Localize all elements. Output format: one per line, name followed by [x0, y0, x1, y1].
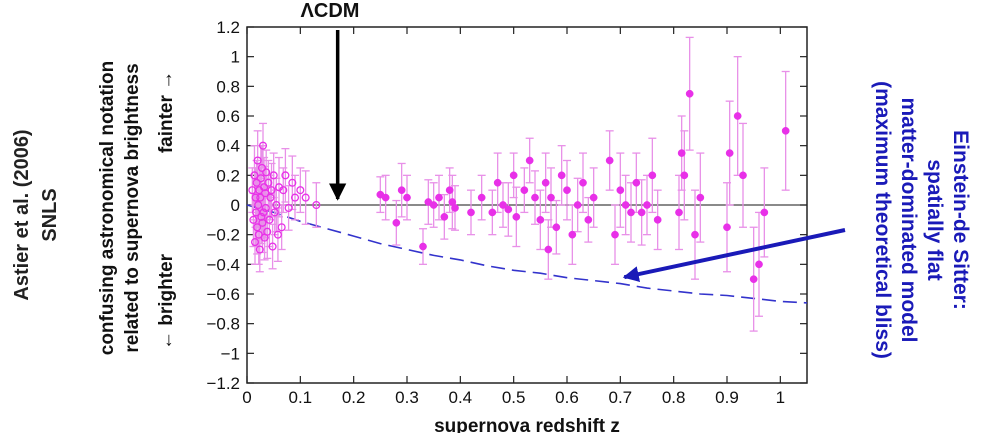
- x-tick-label: 0.1: [289, 388, 313, 407]
- snls-supernova-point: [734, 112, 741, 119]
- snls-supernova-point: [750, 276, 757, 283]
- snls-supernova-point: [553, 224, 560, 231]
- snls-supernova-point: [723, 224, 730, 231]
- x-tick-labels: 0 0.1 0.2 0.3 0.4 0.5 0.6 0.7 0.8 0.9 1: [242, 388, 785, 407]
- snls-supernova-point: [697, 194, 704, 201]
- snls-supernova-point: [606, 157, 613, 164]
- y-tick-labels: −1.2 −1 −0.8 −0.6 −0.4 −0.2 0 0.2 0.4 0.6 0.8 1 1.2: [206, 18, 240, 393]
- y-tick-label: 0.4: [216, 137, 240, 156]
- snls-supernova-point: [638, 209, 645, 216]
- source-label-line-1: Astier et al. (2006): [11, 129, 33, 300]
- y-tick-label: 1: [231, 48, 240, 67]
- x-tick-label: 0: [242, 388, 251, 407]
- snls-supernova-point: [478, 194, 485, 201]
- snls-supernova-point: [739, 172, 746, 179]
- eds-label-line-1: Einstein-de Sitter:: [949, 130, 972, 310]
- snls-supernova-point: [547, 194, 554, 201]
- eds-label-line-3: matter-dominated model: [897, 97, 920, 342]
- snls-supernova-point: [545, 246, 552, 253]
- snls-supernova-point: [467, 209, 474, 216]
- source-label-line-2: SNLS: [39, 188, 61, 241]
- snls-supernova-point: [585, 216, 592, 223]
- snls-supernova-point: [494, 179, 501, 186]
- snls-supernova-point: [574, 201, 581, 208]
- x-tick-label: 0.2: [342, 388, 366, 407]
- snls-supernova-point: [755, 261, 762, 268]
- snls-supernova-point: [521, 187, 528, 194]
- snls-supernova-point: [563, 187, 570, 194]
- snls-supernova-point: [675, 209, 682, 216]
- snls-supernova-point: [537, 216, 544, 223]
- x-tick-label: 0.7: [609, 388, 633, 407]
- snls-supernova-point: [558, 172, 565, 179]
- snls-supernova-point: [611, 231, 618, 238]
- snls-supernova-point: [542, 179, 549, 186]
- eds-model-curve: [247, 205, 807, 303]
- snls-supernova-point: [590, 194, 597, 201]
- snls-supernova-point: [398, 187, 405, 194]
- snls-supernova-point: [678, 149, 685, 156]
- snls-supernova-point: [627, 209, 634, 216]
- y-tick-label: −0.2: [206, 226, 240, 245]
- y-tick-label: 0.2: [216, 166, 240, 185]
- snls-supernova-point: [451, 204, 458, 211]
- snls-supernova-point: [531, 194, 538, 201]
- snls-supernova-point: [441, 213, 448, 220]
- snls-supernova-point: [622, 201, 629, 208]
- x-tick-label: 0.3: [395, 388, 419, 407]
- snls-supernova-point: [382, 194, 389, 201]
- snls-supernova-point: [633, 179, 640, 186]
- x-tick-label: 0.4: [449, 388, 473, 407]
- x-tick-label: 0.6: [555, 388, 579, 407]
- y-tick-label: −0.8: [206, 315, 240, 334]
- snls-supernova-point: [654, 216, 661, 223]
- x-tick-label: 0.9: [715, 388, 739, 407]
- eds-label-line-4: (maximum theoretical bliss): [871, 81, 894, 359]
- snls-supernova-point: [681, 172, 688, 179]
- snls-supernova-point: [513, 213, 520, 220]
- lcdm-label: ΛCDM: [301, 0, 360, 22]
- snls-supernova-point: [686, 90, 693, 97]
- eds-label-line-2: spatially flat: [923, 159, 946, 280]
- y-tick-label: 0.6: [216, 107, 240, 126]
- data-points: [249, 90, 789, 283]
- snls-supernova-point: [579, 179, 586, 186]
- snls-supernova-point: [419, 243, 426, 250]
- snls-supernova-point: [649, 172, 656, 179]
- y-tick-label: −1: [221, 344, 240, 363]
- snls-supernova-point: [505, 206, 512, 213]
- snls-supernova-point: [617, 187, 624, 194]
- snls-supernova-point: [446, 187, 453, 194]
- x-tick-label: 0.8: [662, 388, 686, 407]
- y-tick-label: 1.2: [216, 18, 240, 37]
- x-tick-label: 0.5: [502, 388, 526, 407]
- y-tick-label: 0: [231, 196, 240, 215]
- snls-supernova-point: [643, 201, 650, 208]
- snls-supernova-point: [526, 157, 533, 164]
- brighter-label: ← brighter: [156, 253, 177, 350]
- y-axis-title-line-1: confusing astronomical notation: [97, 61, 118, 356]
- y-tick-label: −0.6: [206, 285, 240, 304]
- snls-supernova-point: [761, 209, 768, 216]
- x-axis-title-text: supernova redshift z: [434, 416, 620, 433]
- y-tick-label: −0.4: [206, 255, 240, 274]
- y-axis-title-line-2: related to supernova brightness: [122, 63, 143, 352]
- x-axis-title: supernova redshift z: [434, 416, 620, 433]
- x-tick-label: 1: [776, 388, 785, 407]
- snls-supernova-point: [489, 209, 496, 216]
- fainter-label: fainter →: [156, 71, 177, 153]
- snls-supernova-point: [430, 201, 437, 208]
- snls-supernova-point: [691, 231, 698, 238]
- snls-supernova-point: [726, 149, 733, 156]
- snls-supernova-point: [510, 172, 517, 179]
- y-tick-label: −1.2: [206, 374, 240, 393]
- snls-supernova-point: [782, 127, 789, 134]
- error-bars: [248, 37, 789, 331]
- snls-supernova-point: [393, 219, 400, 226]
- snls-supernova-point: [569, 231, 576, 238]
- snls-supernova-point: [435, 194, 442, 201]
- y-tick-label: 0.8: [216, 77, 240, 96]
- snls-supernova-point: [403, 194, 410, 201]
